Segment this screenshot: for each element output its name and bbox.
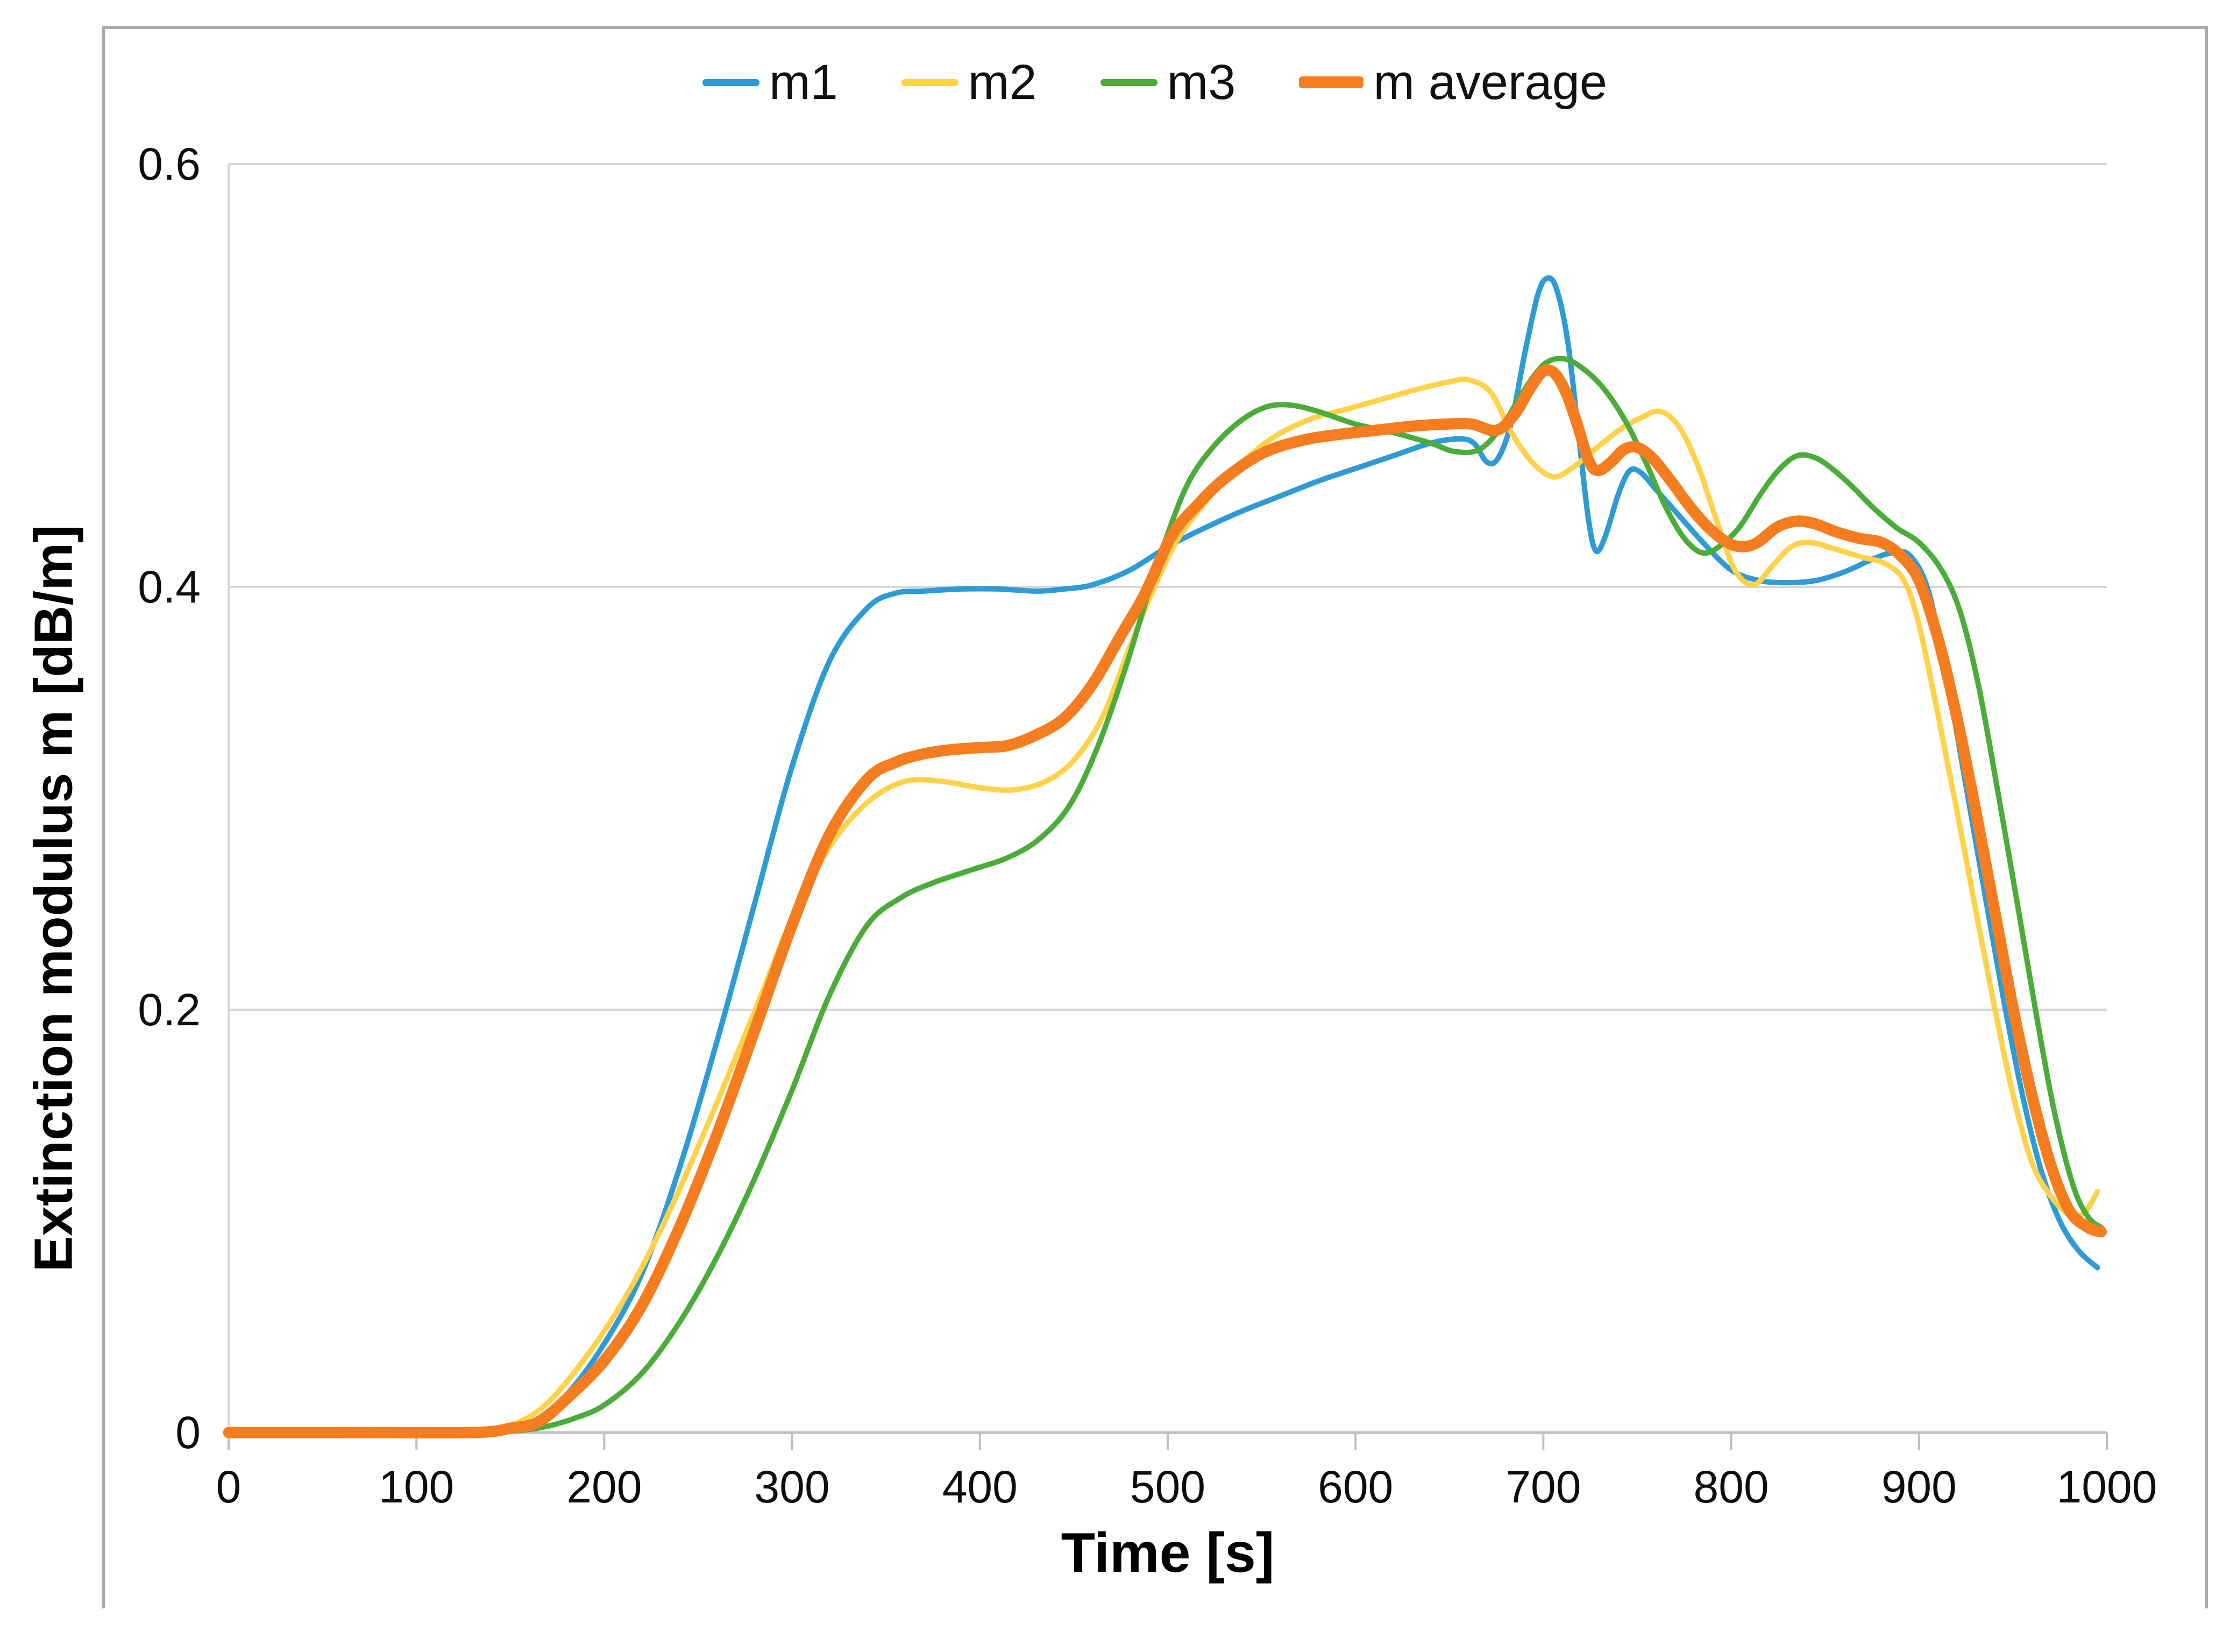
m1-line-swatch-icon	[702, 79, 759, 86]
x-tick-label-700: 700	[1505, 1462, 1581, 1512]
legend: m1 m2 m3 m average	[102, 47, 2208, 117]
x-tick-label-300: 300	[754, 1462, 830, 1512]
y-tick-label-06: 0.6	[138, 139, 201, 189]
legend-item-m2: m2	[901, 58, 1037, 107]
x-tick-label-500: 500	[1130, 1462, 1206, 1512]
m3-line-swatch-icon	[1100, 79, 1157, 86]
x-tick-label-900: 900	[1881, 1462, 1957, 1512]
x-tick-label-1000: 1000	[2056, 1462, 2157, 1512]
series-line-m2	[226, 376, 2100, 1436]
legend-item-m3: m3	[1100, 55, 1236, 110]
x-tick-label-100: 100	[379, 1462, 454, 1512]
m2-line-swatch-icon	[901, 79, 958, 86]
x-axis-title: Time [s]	[1061, 1522, 1275, 1584]
series-line-m3	[226, 356, 2104, 1436]
legend-label-m3: m3	[1167, 55, 1236, 110]
y-axis-title: Extinction modulus m [dB/m]	[23, 524, 84, 1272]
x-tick-label-600: 600	[1318, 1462, 1394, 1512]
x-tick-label-0: 0	[216, 1462, 242, 1512]
chart-frame	[102, 26, 2208, 1608]
legend-label-m1: m1	[769, 55, 838, 110]
legend-item-m1: m1	[702, 58, 838, 107]
x-tick-label-200: 200	[566, 1462, 642, 1512]
legend-label-m-average: m average	[1373, 55, 1608, 110]
legend-label-m2: m2	[968, 55, 1037, 110]
series-line-m1	[226, 275, 2100, 1436]
x-tick-label-800: 800	[1693, 1462, 1769, 1512]
y-tick-label-04: 0.4	[138, 562, 201, 612]
y-tick-label-0: 0	[175, 1407, 201, 1458]
m-average-line-swatch-icon	[1299, 76, 1364, 88]
x-tick-label-400: 400	[942, 1462, 1018, 1512]
y-tick-label-02: 0.2	[138, 984, 201, 1035]
series-line-m-average	[223, 364, 2107, 1439]
legend-item-m-average: m average	[1299, 58, 1607, 107]
